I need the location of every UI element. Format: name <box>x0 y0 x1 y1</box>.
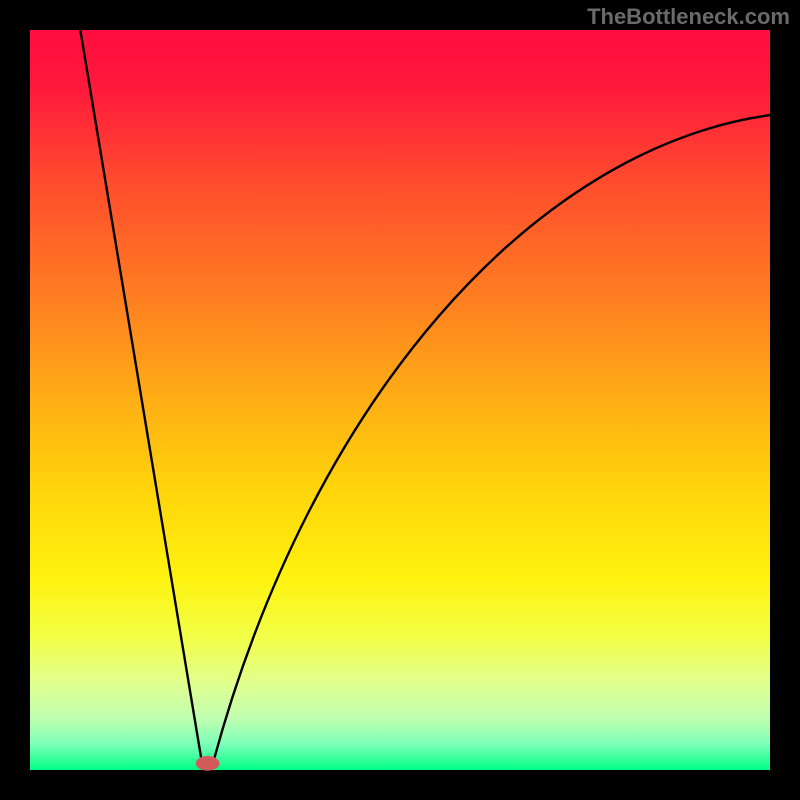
watermark-text: TheBottleneck.com <box>587 4 790 30</box>
bottleneck-chart <box>0 0 800 800</box>
chart-container: TheBottleneck.com <box>0 0 800 800</box>
minimum-marker <box>196 756 220 771</box>
